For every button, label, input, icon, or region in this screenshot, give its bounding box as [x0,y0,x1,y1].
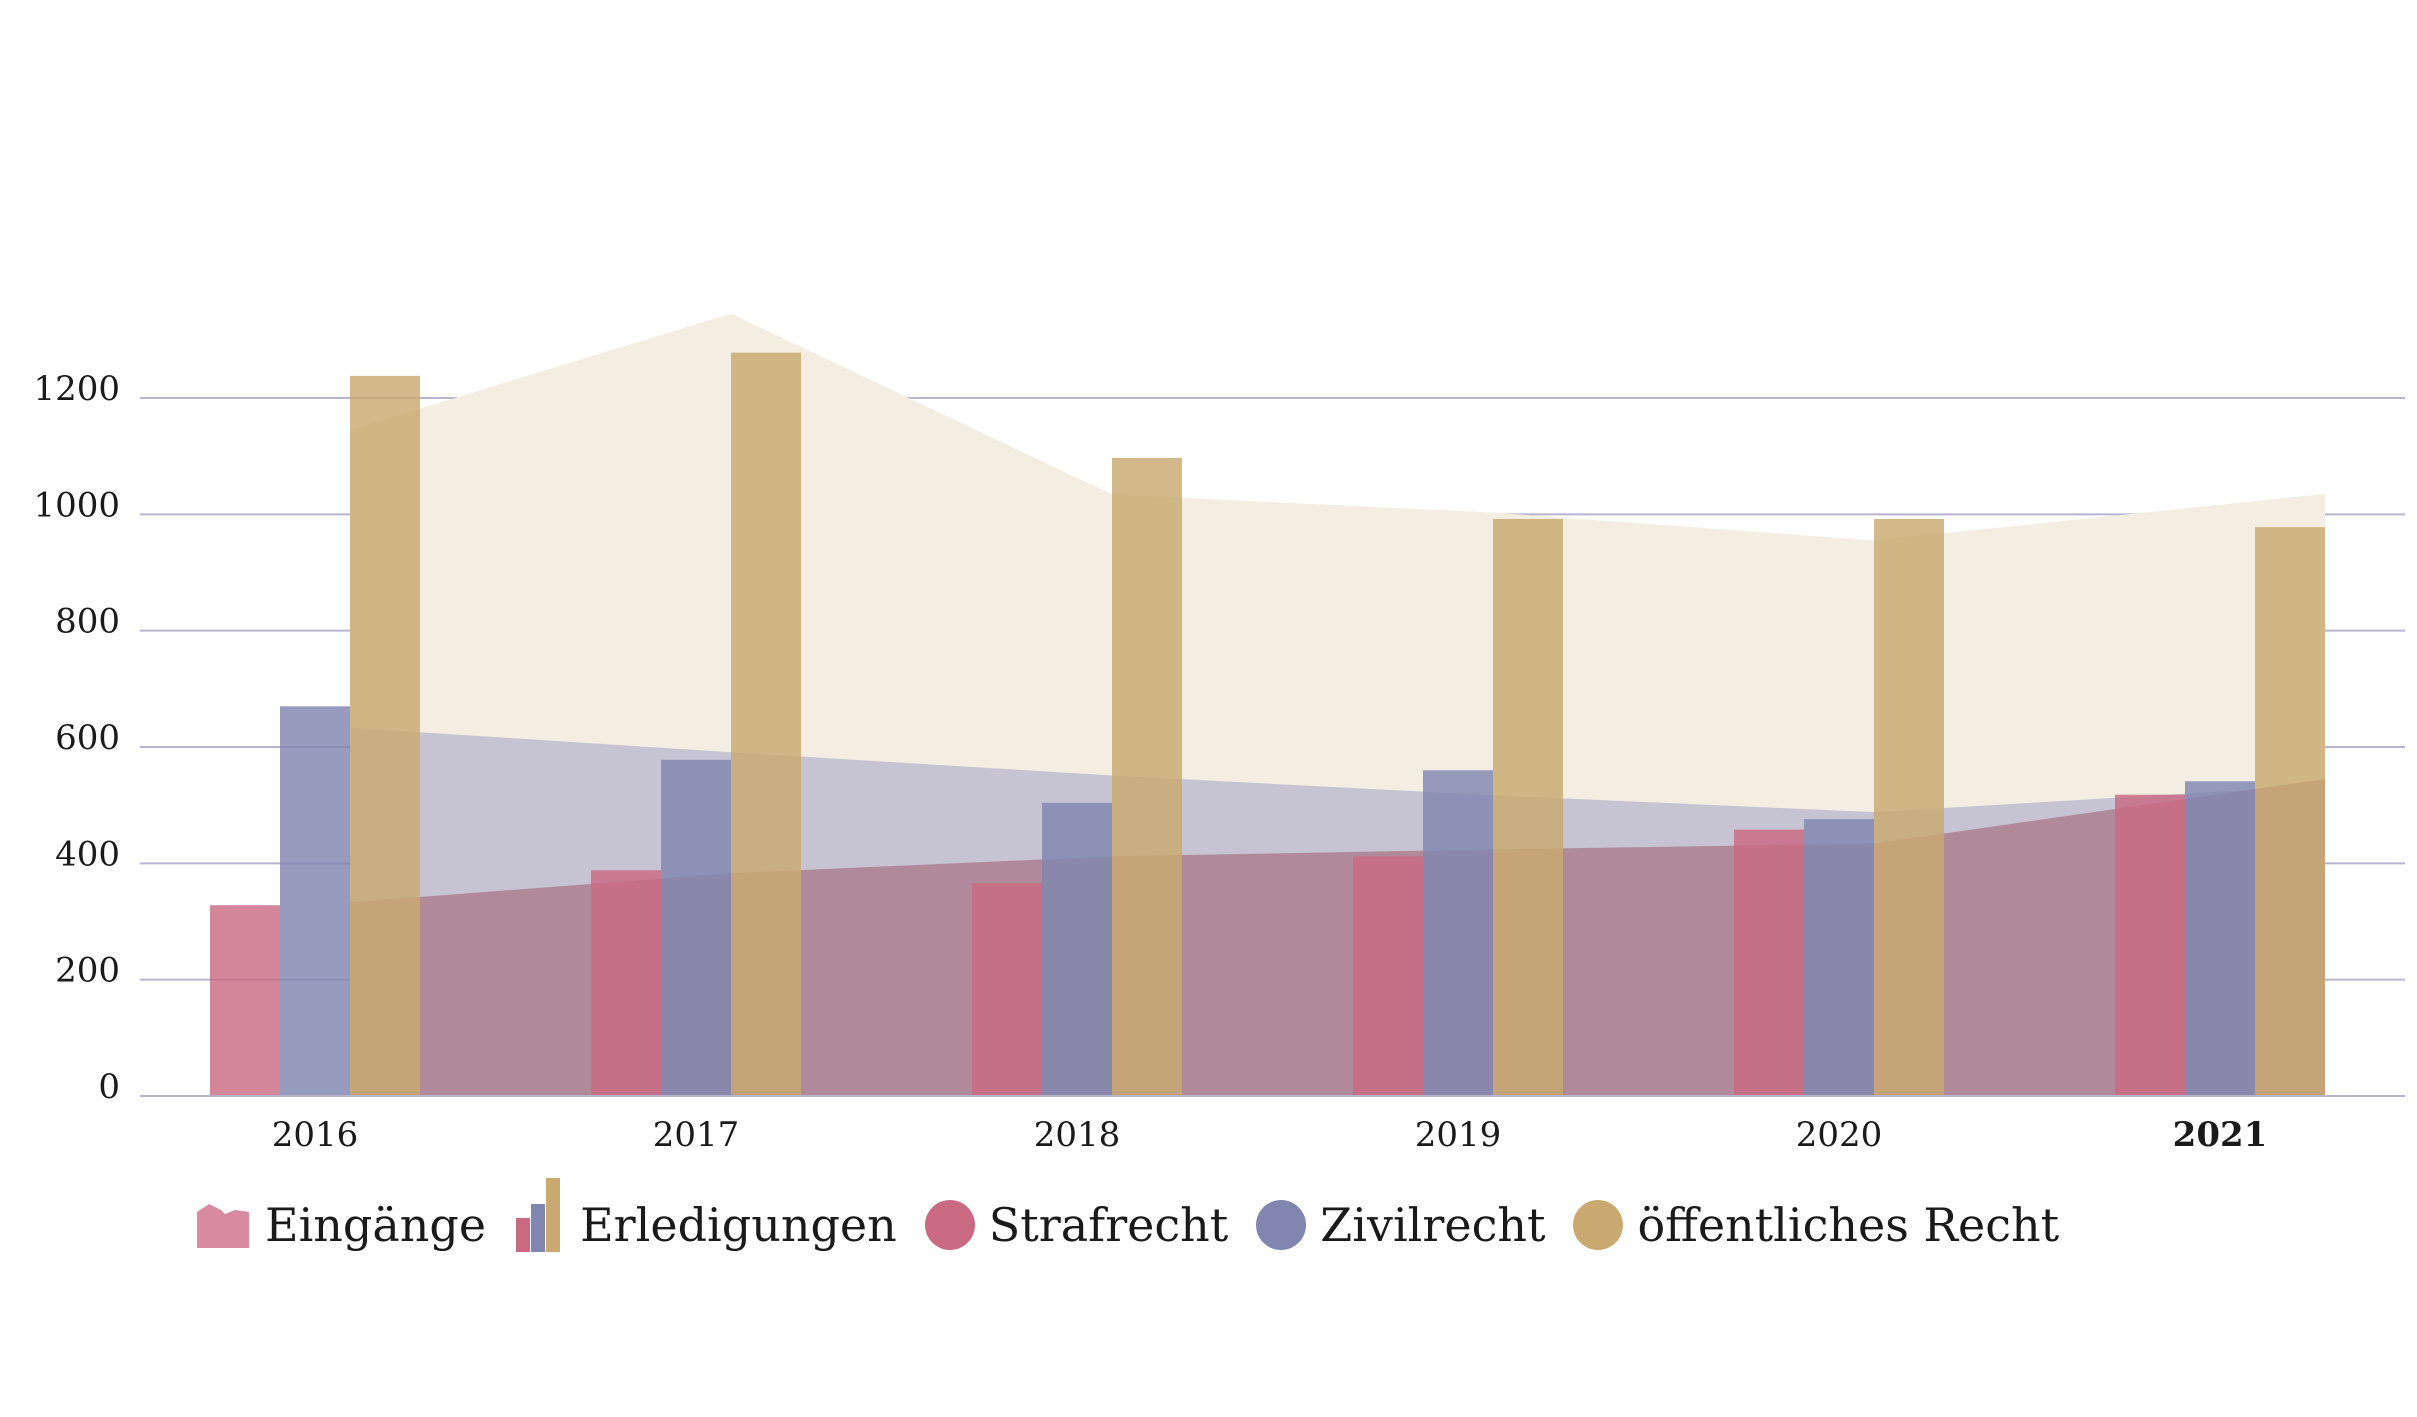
x-tick-label: 2019 [1415,1115,1502,1155]
x-tick-label: 2017 [653,1115,740,1155]
bar-oeffentliches-recht [1874,518,1944,1096]
strafrecht-dot-icon [924,1200,975,1250]
y-tick-label: 1000 [33,485,120,525]
legend: Eingänge Erledigungen Strafrecht Zivilre… [195,1178,2087,1260]
bar-oeffentliches-recht [1493,518,1563,1096]
legend-label-strafrecht: Strafrecht [988,1198,1229,1252]
bar-layer [210,352,2325,1097]
legend-item-oeffentliches-recht: öffentliches Recht [1573,1198,2059,1252]
bar-oeffentliches-recht [1112,457,1182,1097]
bar-strafrecht [972,883,1042,1096]
bar-zivilrecht [1042,802,1112,1096]
x-tick-label: 2018 [1034,1115,1121,1155]
y-tick-label: 0 [98,1067,120,1107]
bar-strafrecht [591,870,661,1096]
legend-item-zivilrecht: Zivilrecht [1256,1198,1545,1252]
legend-label-oeffentliches-recht: öffentliches Recht [1637,1198,2060,1252]
bar-oeffentliches-recht [731,352,801,1096]
oeffentliches-recht-dot-icon [1573,1200,1624,1250]
bar-oeffentliches-recht [350,375,420,1096]
legend-label-eingaenge: Eingänge [265,1198,487,1252]
bar-strafrecht [210,905,280,1096]
x-tick-label: 2021 [2173,1115,2268,1155]
bar-strafrecht [1734,829,1804,1096]
bar-zivilrecht [280,706,350,1096]
bar-zivilrecht [2185,781,2255,1096]
zivilrecht-dot-icon [1256,1200,1307,1250]
legend-item-strafrecht: Strafrecht [924,1198,1229,1252]
axis-labels: 0 200 400 600 800 1000 1200 2016 2017 2018 2019 202… [33,369,2267,1155]
x-tick-label: 2020 [1796,1115,1883,1155]
area-swatch-icon [197,1204,249,1248]
y-tick-label: 600 [55,718,120,758]
bar-oeffentliches-recht [2255,527,2325,1096]
bar-zivilrecht [1804,819,1874,1096]
bar-strafrecht [2115,794,2185,1096]
legend-item-eingaenge: Eingänge [195,1198,486,1252]
bar-zivilrecht [661,759,731,1096]
bar-zivilrecht [1423,770,1493,1096]
legend-item-erledigungen: Erledigungen [514,1178,897,1254]
legend-label-erledigungen: Erledigungen [580,1198,897,1252]
legend-label-zivilrecht: Zivilrecht [1320,1198,1546,1252]
y-tick-label: 400 [55,834,120,874]
y-tick-label: 1200 [33,369,120,409]
bar-swatch-icon [516,1178,561,1252]
y-tick-label: 800 [55,602,120,642]
bar-strafrecht [1353,856,1423,1096]
x-tick-label: 2016 [272,1115,359,1155]
y-tick-label: 200 [55,951,120,991]
